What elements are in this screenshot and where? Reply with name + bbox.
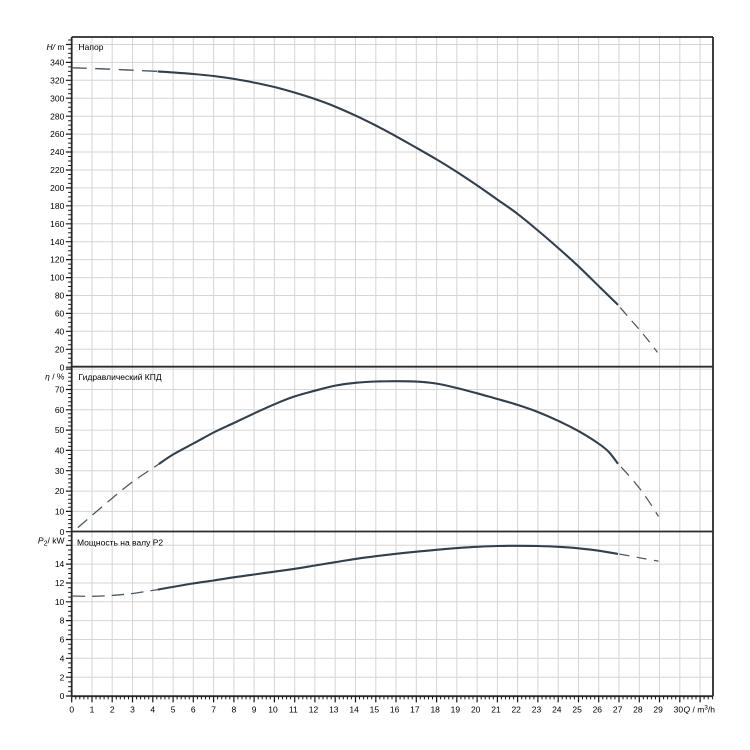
svg-text:120: 120	[50, 255, 64, 265]
svg-text:27: 27	[613, 704, 623, 714]
svg-text:18: 18	[430, 704, 440, 714]
svg-text:11: 11	[289, 704, 298, 714]
svg-text:9: 9	[252, 704, 257, 714]
svg-text:50: 50	[55, 425, 65, 435]
svg-text:60: 60	[55, 405, 65, 415]
svg-text:12: 12	[55, 578, 65, 588]
svg-text:25: 25	[572, 704, 582, 714]
svg-text:14: 14	[55, 559, 65, 569]
svg-text:20: 20	[471, 704, 481, 714]
svg-text:24: 24	[552, 704, 562, 714]
svg-text:16: 16	[390, 704, 400, 714]
svg-text:0: 0	[69, 704, 74, 714]
svg-text:10: 10	[55, 507, 65, 517]
svg-text:21: 21	[491, 704, 501, 714]
svg-text:30: 30	[674, 704, 684, 714]
svg-text:6: 6	[191, 704, 196, 714]
svg-text:7: 7	[211, 704, 216, 714]
svg-text:10: 10	[268, 704, 278, 714]
svg-text:15: 15	[370, 704, 380, 714]
svg-text:0: 0	[60, 362, 65, 372]
svg-text:6: 6	[60, 635, 65, 645]
svg-text:Гидравлический КПД: Гидравлический КПД	[79, 372, 162, 382]
svg-text:280: 280	[50, 111, 64, 121]
svg-text:29: 29	[653, 704, 663, 714]
svg-text:40: 40	[55, 446, 65, 456]
svg-text:2: 2	[110, 704, 115, 714]
svg-text:80: 80	[55, 291, 65, 301]
svg-text:2: 2	[60, 672, 65, 682]
svg-text:30: 30	[55, 466, 65, 476]
svg-text:26: 26	[593, 704, 603, 714]
svg-text:70: 70	[55, 385, 65, 395]
svg-text:η / %: η / %	[45, 372, 65, 382]
svg-text:22: 22	[511, 704, 521, 714]
svg-text:260: 260	[50, 129, 64, 139]
svg-text:340: 340	[50, 58, 64, 68]
svg-text:20: 20	[55, 486, 65, 496]
svg-text:28: 28	[633, 704, 643, 714]
svg-text:Напор: Напор	[79, 42, 104, 52]
svg-text:160: 160	[50, 219, 64, 229]
svg-text:180: 180	[50, 201, 64, 211]
svg-text:8: 8	[60, 616, 65, 626]
svg-text:5: 5	[171, 704, 176, 714]
svg-text:60: 60	[55, 309, 65, 319]
svg-text:3: 3	[130, 704, 135, 714]
svg-text:240: 240	[50, 147, 64, 157]
svg-text:13: 13	[329, 704, 339, 714]
svg-text:14: 14	[349, 704, 359, 714]
svg-text:1: 1	[90, 704, 95, 714]
svg-text:300: 300	[50, 93, 64, 103]
svg-text:Мощность на валу P2: Мощность на валу P2	[77, 537, 163, 547]
svg-text:4: 4	[60, 653, 65, 663]
svg-text:H/ m: H/ m	[47, 42, 65, 52]
svg-text:12: 12	[309, 704, 319, 714]
svg-text:0: 0	[60, 691, 65, 701]
svg-text:20: 20	[55, 344, 65, 354]
svg-text:Q / m3/h: Q / m3/h	[684, 704, 716, 714]
svg-text:40: 40	[55, 326, 65, 336]
svg-text:140: 140	[50, 237, 64, 247]
svg-text:0: 0	[60, 527, 65, 537]
svg-text:19: 19	[451, 704, 461, 714]
svg-text:23: 23	[532, 704, 542, 714]
svg-text:17: 17	[410, 704, 420, 714]
svg-text:4: 4	[150, 704, 155, 714]
svg-text:220: 220	[50, 165, 64, 175]
svg-text:200: 200	[50, 183, 64, 193]
svg-text:10: 10	[55, 597, 65, 607]
svg-text:320: 320	[50, 75, 64, 85]
svg-text:8: 8	[232, 704, 237, 714]
svg-text:100: 100	[50, 273, 64, 283]
